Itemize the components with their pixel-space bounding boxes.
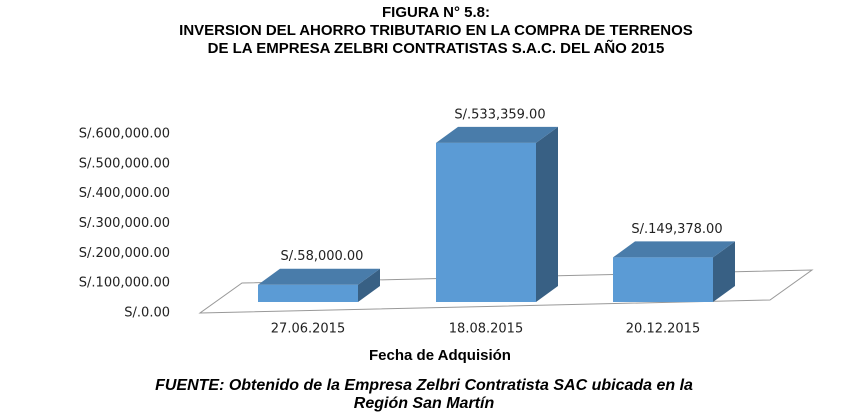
data-label: S/.58,000.00 (281, 249, 364, 264)
data-label: S/.533,359.00 (454, 107, 545, 122)
x-tick-label: 27.06.2015 (271, 322, 345, 337)
chart-title: FIGURA N° 5.8: (382, 4, 490, 21)
data-label: S/.149,378.00 (631, 222, 722, 237)
bar-face (436, 142, 536, 302)
x-tick-label: 18.08.2015 (449, 322, 523, 337)
bar-face (358, 268, 380, 302)
y-tick-label: S/.200,000.00 (79, 246, 170, 261)
bar (436, 126, 558, 303)
x-tick-label: 20.12.2015 (626, 322, 700, 337)
y-tick-label: S/.0.00 (124, 306, 170, 321)
bar (258, 268, 380, 302)
y-tick-label: S/.100,000.00 (79, 276, 170, 291)
bar-face (613, 241, 735, 258)
chart-title: DE LA EMPRESA ZELBRI CONTRATISTAS S.A.C.… (208, 39, 665, 57)
bar-face (613, 257, 713, 302)
y-tick-label: S/.600,000.00 (79, 127, 170, 142)
bar-face (713, 241, 735, 302)
y-tick-label: S/.500,000.00 (79, 156, 170, 171)
y-tick-label: S/.400,000.00 (79, 186, 170, 201)
floor (198, 269, 814, 314)
bar-face (436, 126, 558, 143)
chart-title: INVERSION DEL AHORRO TRIBUTARIO EN LA CO… (179, 22, 693, 39)
bar-face (258, 284, 358, 302)
y-tick-label: S/.300,000.00 (79, 216, 170, 231)
bar-face (536, 126, 558, 303)
source-note: FUENTE: Obtenido de la Empresa Zelbri Co… (155, 377, 693, 394)
bar (613, 241, 735, 302)
x-axis-label: Fecha de Adquisión (369, 347, 511, 364)
source-note: Región San Martín (354, 395, 495, 412)
bar-face (258, 268, 380, 285)
